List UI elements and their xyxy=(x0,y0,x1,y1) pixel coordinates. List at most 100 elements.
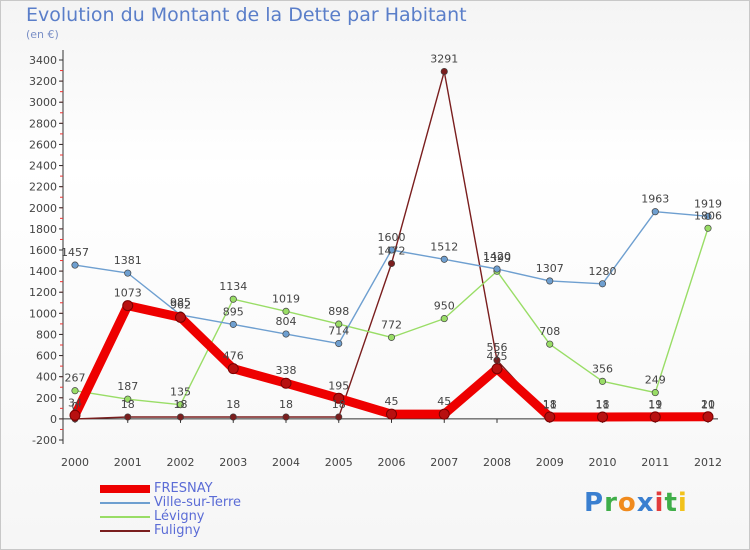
data-label: 898 xyxy=(328,305,349,318)
data-point xyxy=(124,269,132,277)
y-tick-label: 2600 xyxy=(29,138,57,151)
data-label: 187 xyxy=(117,380,138,393)
data-point xyxy=(704,212,712,220)
legend-label: Ville-sur-Terre xyxy=(154,495,242,510)
logo-letter: r xyxy=(604,488,618,518)
data-point xyxy=(546,277,554,285)
data-label: 895 xyxy=(223,305,244,318)
data-point xyxy=(176,413,185,421)
data-label: 476 xyxy=(223,350,244,363)
data-point xyxy=(71,261,79,269)
legend-label: FRESNAY xyxy=(154,481,213,496)
logo-letter: x xyxy=(636,488,655,518)
data-label: 18 xyxy=(543,398,557,411)
legend-item-fuligny: Fuligny xyxy=(100,524,241,538)
y-tick-label: -200 xyxy=(32,434,57,447)
data-label: 985 xyxy=(170,296,191,309)
chart-title: Evolution du Montant de la Dette par Hab… xyxy=(26,4,467,26)
legend-swatch-levigny xyxy=(100,516,150,518)
proxiti-logo: Proxiti xyxy=(584,488,688,518)
data-point xyxy=(71,387,79,395)
data-label: 714 xyxy=(328,325,349,338)
legend-label: Lévigny xyxy=(154,509,205,524)
data-point xyxy=(387,333,396,341)
data-point xyxy=(124,395,132,403)
data-point xyxy=(651,208,659,216)
data-point xyxy=(280,377,292,389)
x-tick-label: 2010 xyxy=(589,456,617,469)
x-tick-label: 2011 xyxy=(641,456,669,469)
data-label: 1420 xyxy=(483,250,511,263)
data-label: 1307 xyxy=(536,262,564,275)
data-point xyxy=(227,363,239,375)
data-point xyxy=(282,330,290,338)
data-label: 18 xyxy=(174,398,188,411)
y-tick-label: 2800 xyxy=(29,117,57,130)
data-label: 1399 xyxy=(483,252,511,265)
logo-letter: i xyxy=(654,488,665,518)
data-point xyxy=(124,413,132,421)
data-point xyxy=(387,259,396,268)
y-tick-label: 1200 xyxy=(29,286,57,299)
data-point xyxy=(598,280,607,288)
data-label: 18 xyxy=(332,398,346,411)
data-point xyxy=(598,377,607,385)
logo-letter: i xyxy=(677,488,688,518)
data-point xyxy=(69,409,81,421)
data-label: 1381 xyxy=(114,254,142,267)
data-label: 1073 xyxy=(114,287,142,300)
data-label: 1134 xyxy=(219,280,247,293)
data-label: 475 xyxy=(487,350,508,363)
data-point xyxy=(229,320,237,328)
data-label: 11 xyxy=(648,399,662,412)
data-label: 3291 xyxy=(430,53,458,66)
data-point xyxy=(440,315,448,323)
data-label: 34 xyxy=(68,396,82,409)
data-point xyxy=(493,265,501,273)
data-point xyxy=(438,408,450,420)
data-label: 267 xyxy=(65,372,86,385)
y-tick-label: 2000 xyxy=(29,202,57,215)
data-label: 20 xyxy=(701,398,715,411)
x-tick-label: 2009 xyxy=(536,456,564,469)
data-point xyxy=(440,67,448,76)
y-tick-label: 800 xyxy=(36,328,57,341)
y-tick-label: 400 xyxy=(36,371,57,384)
data-point xyxy=(546,340,554,348)
data-point xyxy=(702,411,714,423)
legend-label: Fuligny xyxy=(154,523,201,538)
data-point xyxy=(229,413,237,421)
y-tick-label: 1400 xyxy=(29,265,57,278)
y-tick-label: 1600 xyxy=(29,244,57,257)
y-tick-label: 3000 xyxy=(29,96,57,109)
y-tick-label: 200 xyxy=(36,392,57,405)
data-label: 1919 xyxy=(694,197,722,210)
data-point xyxy=(122,300,134,312)
data-label: 18 xyxy=(596,398,610,411)
data-point xyxy=(440,255,448,263)
y-tick-label: 3400 xyxy=(29,54,57,67)
data-label: 1963 xyxy=(641,193,669,206)
data-point xyxy=(282,307,290,315)
data-point xyxy=(282,413,290,421)
y-tick-label: 600 xyxy=(36,350,57,363)
x-tick-label: 2012 xyxy=(694,456,722,469)
x-tick-label: 2002 xyxy=(167,456,195,469)
data-label: 556 xyxy=(487,341,508,354)
data-label: 1280 xyxy=(589,265,617,278)
x-tick-label: 2001 xyxy=(114,456,142,469)
data-label: 19 xyxy=(648,398,662,411)
data-point xyxy=(333,392,345,404)
legend-item-levigny: Lévigny xyxy=(100,510,241,524)
data-label: 18 xyxy=(121,398,135,411)
data-label: 1457 xyxy=(61,246,89,259)
y-tick-label: 3200 xyxy=(29,75,57,88)
data-label: 11 xyxy=(596,399,610,412)
data-label: 18 xyxy=(279,398,293,411)
data-label: 1806 xyxy=(694,209,722,222)
data-label: 338 xyxy=(276,364,297,377)
data-label: 0 xyxy=(72,400,79,413)
logo-letter: t xyxy=(664,488,678,518)
data-label: 45 xyxy=(385,395,399,408)
